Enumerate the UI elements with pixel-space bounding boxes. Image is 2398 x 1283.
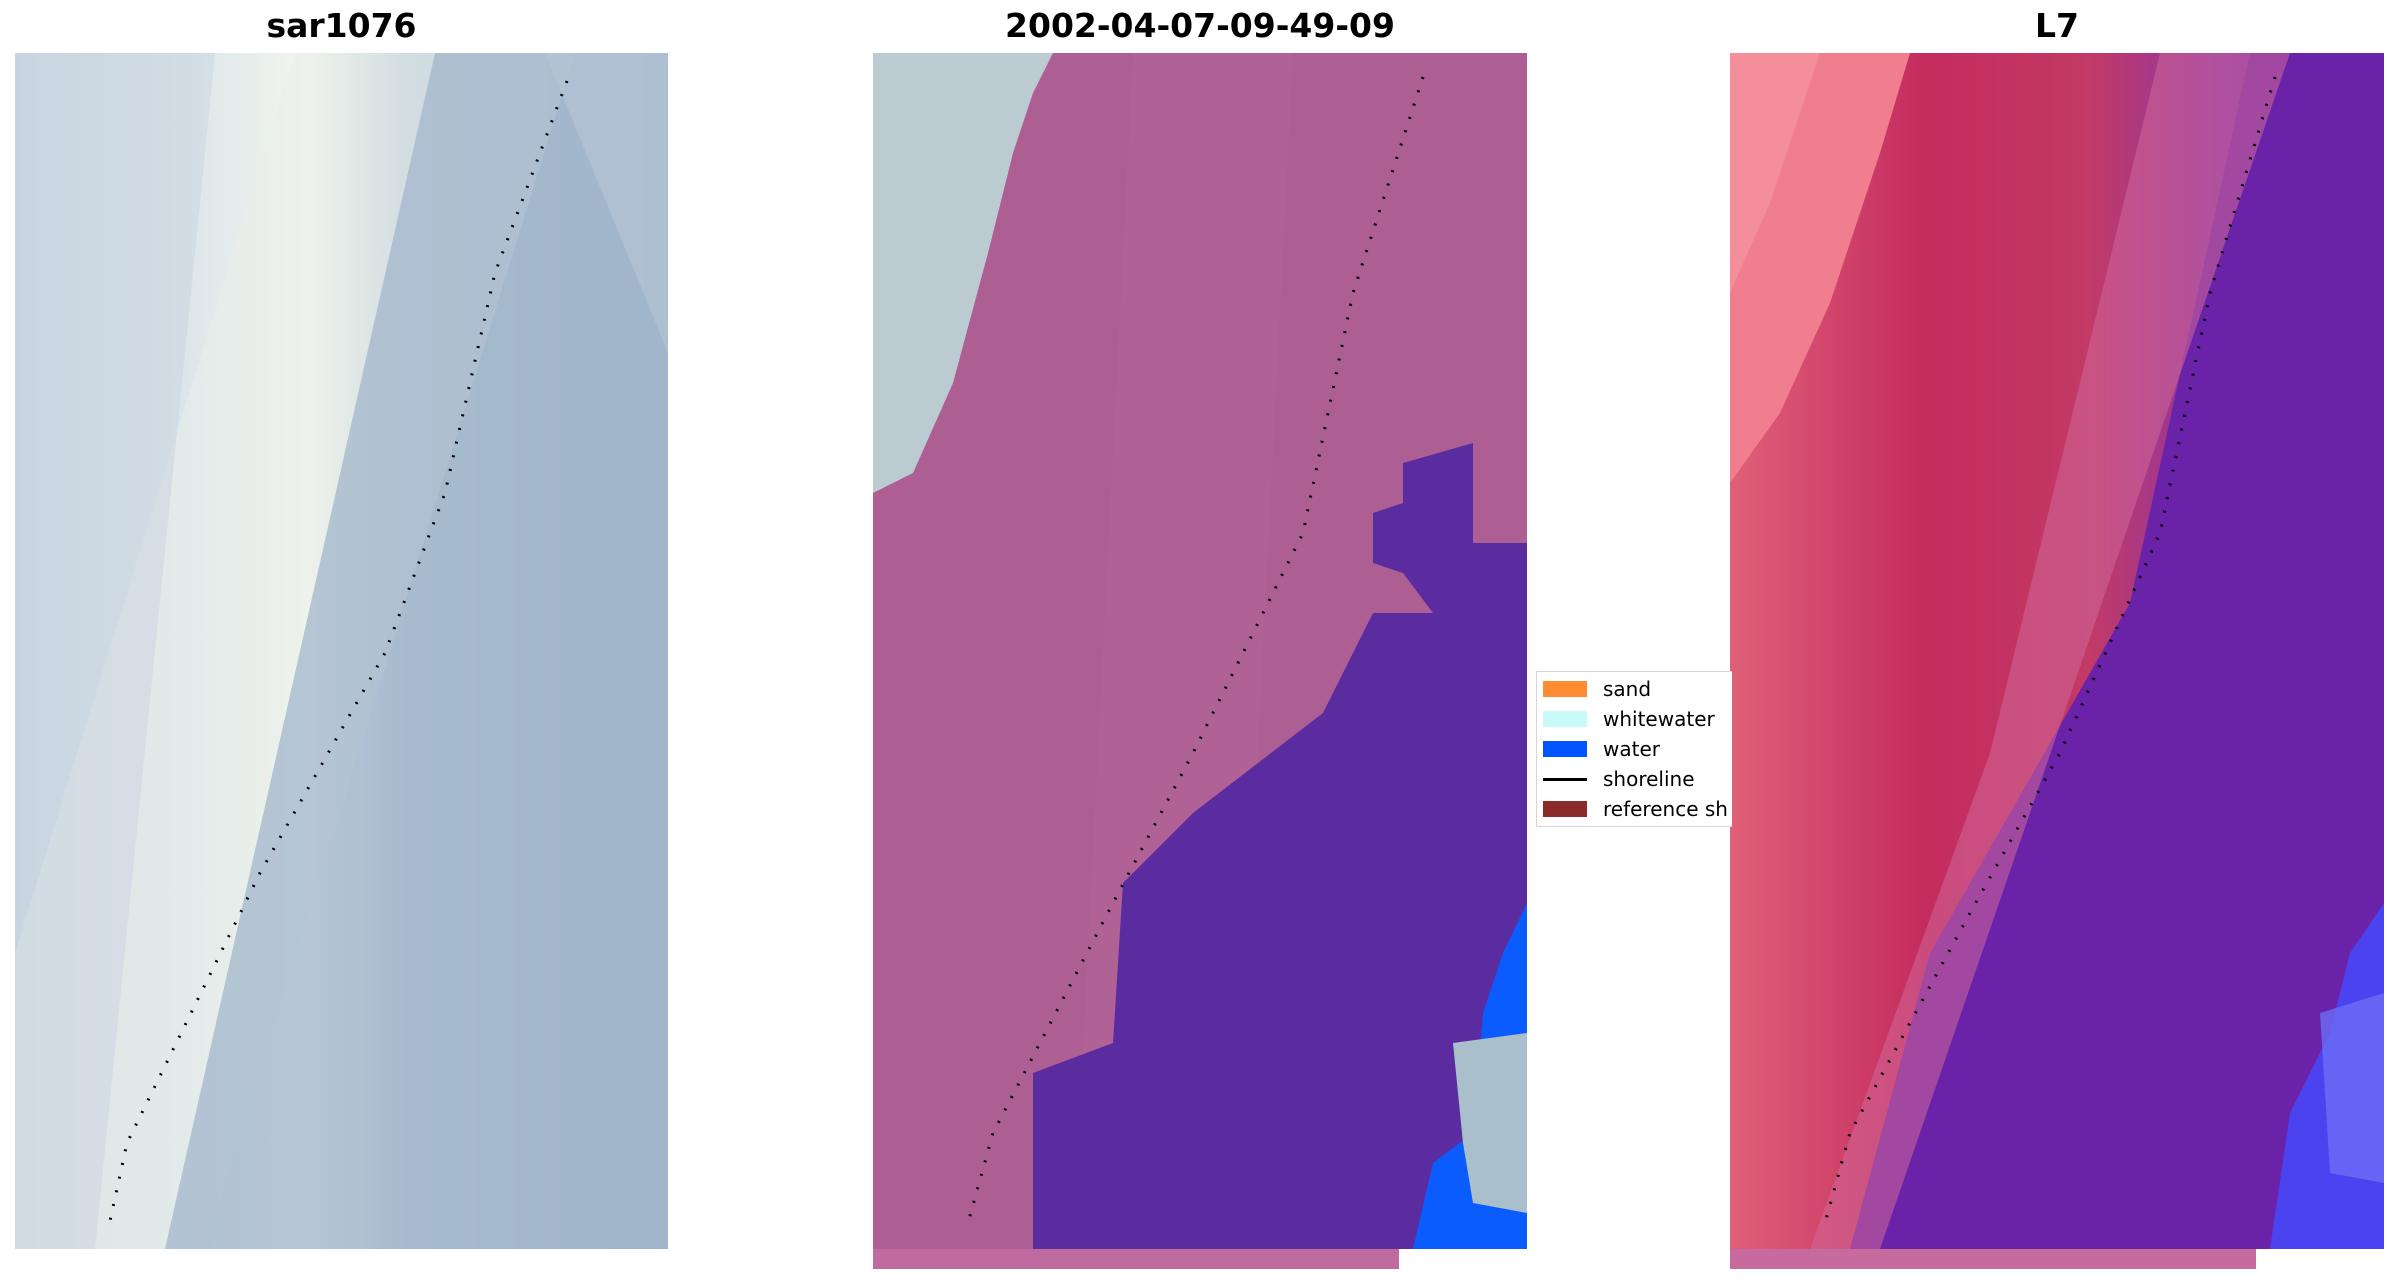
legend-item-reference-shoreline: reference sh xyxy=(1543,797,1728,821)
false-color-image-panel xyxy=(1730,53,2384,1269)
sand-swatch xyxy=(1543,681,1587,697)
legend-item-water: water xyxy=(1543,737,1660,761)
water-swatch xyxy=(1543,741,1587,757)
legend-label-reference-shoreline: reference sh xyxy=(1603,797,1728,821)
legend-label-water: water xyxy=(1603,737,1660,761)
legend-item-whitewater: whitewater xyxy=(1543,707,1715,731)
whitewater-swatch xyxy=(1543,711,1587,727)
shoreline-line-swatch xyxy=(1543,777,1587,781)
panel-title-classified: 2002-04-07-09-49-09 xyxy=(1005,6,1395,45)
legend-label-shoreline: shoreline xyxy=(1603,767,1695,791)
legend: sand whitewater water shoreline referenc… xyxy=(1536,671,1732,827)
legend-label-whitewater: whitewater xyxy=(1603,707,1715,731)
legend-item-sand: sand xyxy=(1543,677,1652,701)
legend-item-shoreline: shoreline xyxy=(1543,767,1695,791)
panel-title-rgb: sar1076 xyxy=(266,6,417,45)
legend-label-sand: sand xyxy=(1603,677,1652,701)
rgb-image-panel xyxy=(15,53,668,1249)
reference-shoreline-swatch xyxy=(1543,801,1587,817)
classified-image-panel xyxy=(873,53,1527,1269)
panel-title-l7: L7 xyxy=(2035,6,2079,45)
shoreline xyxy=(1823,76,2277,1224)
